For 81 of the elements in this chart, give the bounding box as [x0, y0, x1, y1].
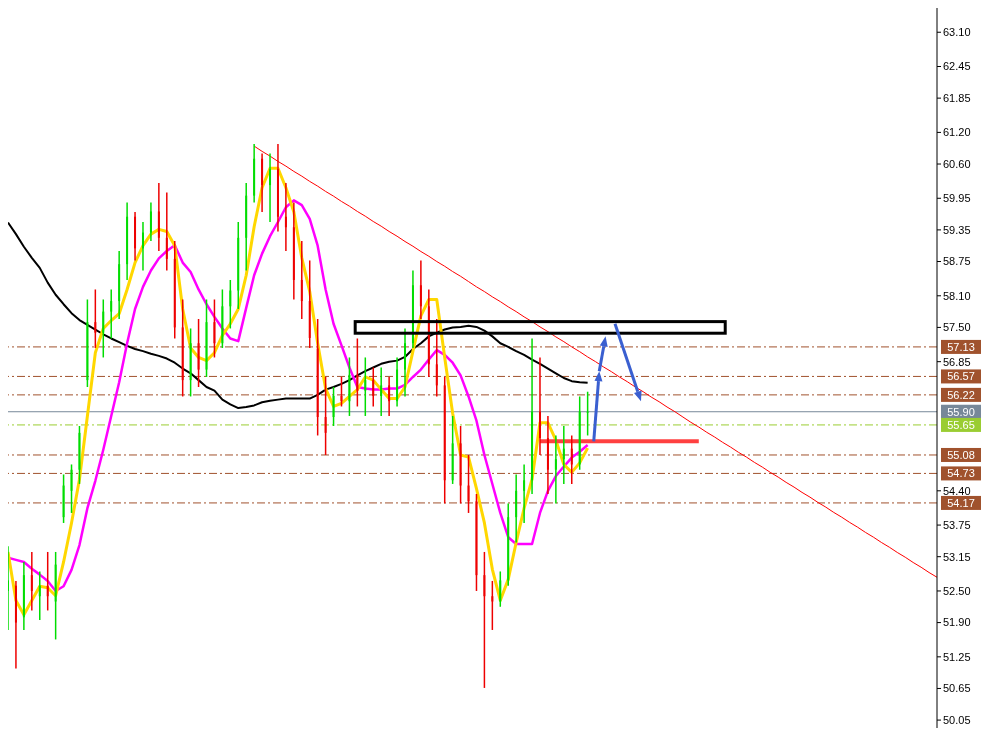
candlestick [189, 327, 192, 398]
candlestick [30, 551, 33, 612]
candlestick [356, 337, 359, 408]
candlestick [340, 376, 343, 408]
y-tick-label: 59.95 [943, 192, 971, 205]
candlestick [467, 454, 470, 514]
candlestick [459, 425, 462, 505]
y-tick-label: 61.20 [943, 126, 971, 139]
candlestick [523, 463, 526, 524]
y-tick-label: 52.50 [943, 584, 971, 597]
candlestick [197, 318, 200, 388]
candlestick [554, 434, 557, 505]
ref-line-label: 56.22 [947, 388, 975, 401]
candlestick [300, 240, 303, 320]
candlestick [451, 415, 454, 485]
ref-line-label: 54.73 [947, 467, 975, 480]
y-tick-label: 60.60 [943, 157, 971, 170]
candlestick [483, 551, 486, 689]
line-series [253, 145, 938, 578]
candlestick [229, 279, 232, 330]
y-tick-label: 59.35 [943, 223, 971, 236]
candlestick [443, 376, 446, 505]
y-tick-label: 63.10 [943, 26, 971, 39]
candlestick [110, 288, 113, 340]
candlestick [435, 318, 438, 398]
y-tick-label: 51.90 [943, 616, 971, 629]
ref-line-label: 56.57 [947, 370, 975, 383]
candlestick [570, 434, 573, 485]
candlestick [181, 298, 184, 398]
candlestick [578, 395, 581, 471]
ref-line-label: 55.90 [947, 405, 975, 418]
candlestick [404, 327, 407, 398]
ref-line-label: 54.17 [947, 496, 975, 509]
candlestick [54, 551, 57, 641]
ref-line-label: 55.65 [947, 418, 975, 431]
candlestick [332, 386, 335, 427]
candlestick [499, 570, 502, 608]
y-tick-label: 57.50 [943, 321, 971, 334]
candlestick [213, 298, 216, 359]
y-tick-label: 56.85 [943, 355, 971, 368]
line-series [8, 221, 589, 410]
candlestick [86, 298, 89, 388]
candlestick [38, 570, 41, 621]
ref-line-label: 57.13 [947, 340, 975, 353]
y-tick-label: 53.75 [943, 518, 971, 531]
candlestick [284, 182, 287, 252]
candlestick [46, 551, 49, 612]
y-tick-label: 61.85 [943, 92, 971, 105]
candlestick [149, 201, 152, 242]
y-tick-label: 50.05 [943, 714, 971, 726]
candlestick [491, 580, 494, 631]
y-tick-label: 51.25 [943, 650, 971, 663]
candlestick [141, 221, 144, 272]
y-tick-label: 58.75 [943, 255, 971, 268]
candlestick [316, 318, 319, 437]
candlestick [205, 298, 208, 378]
candlestick [269, 152, 272, 223]
candlestick [364, 356, 367, 417]
candlestick [348, 356, 351, 417]
candlestick [419, 259, 422, 320]
y-tick-label: 54.40 [943, 484, 971, 497]
candlestick [538, 356, 541, 456]
y-tick-label: 53.15 [943, 550, 971, 563]
candlestick [94, 288, 97, 349]
candlestick [70, 463, 73, 514]
candlestick [372, 366, 375, 408]
y-tick-label: 62.45 [943, 60, 971, 73]
candlestick [165, 191, 168, 272]
candlestick [475, 493, 478, 592]
candlestick [78, 425, 81, 485]
candlestick [388, 376, 391, 417]
candlestick [562, 425, 565, 485]
candlestick [324, 376, 327, 456]
ref-line-label: 55.08 [947, 448, 975, 461]
candlestick [102, 298, 105, 359]
candlestick [221, 288, 224, 349]
y-tick-label: 50.65 [943, 682, 971, 695]
y-tick-label: 58.10 [943, 289, 971, 302]
candlestick [586, 390, 589, 437]
candlestick [380, 366, 383, 417]
candlestick [62, 473, 65, 524]
